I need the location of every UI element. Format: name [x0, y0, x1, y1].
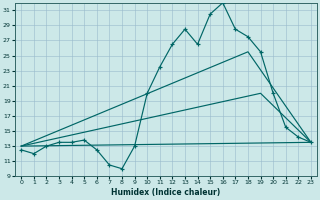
- X-axis label: Humidex (Indice chaleur): Humidex (Indice chaleur): [111, 188, 221, 197]
